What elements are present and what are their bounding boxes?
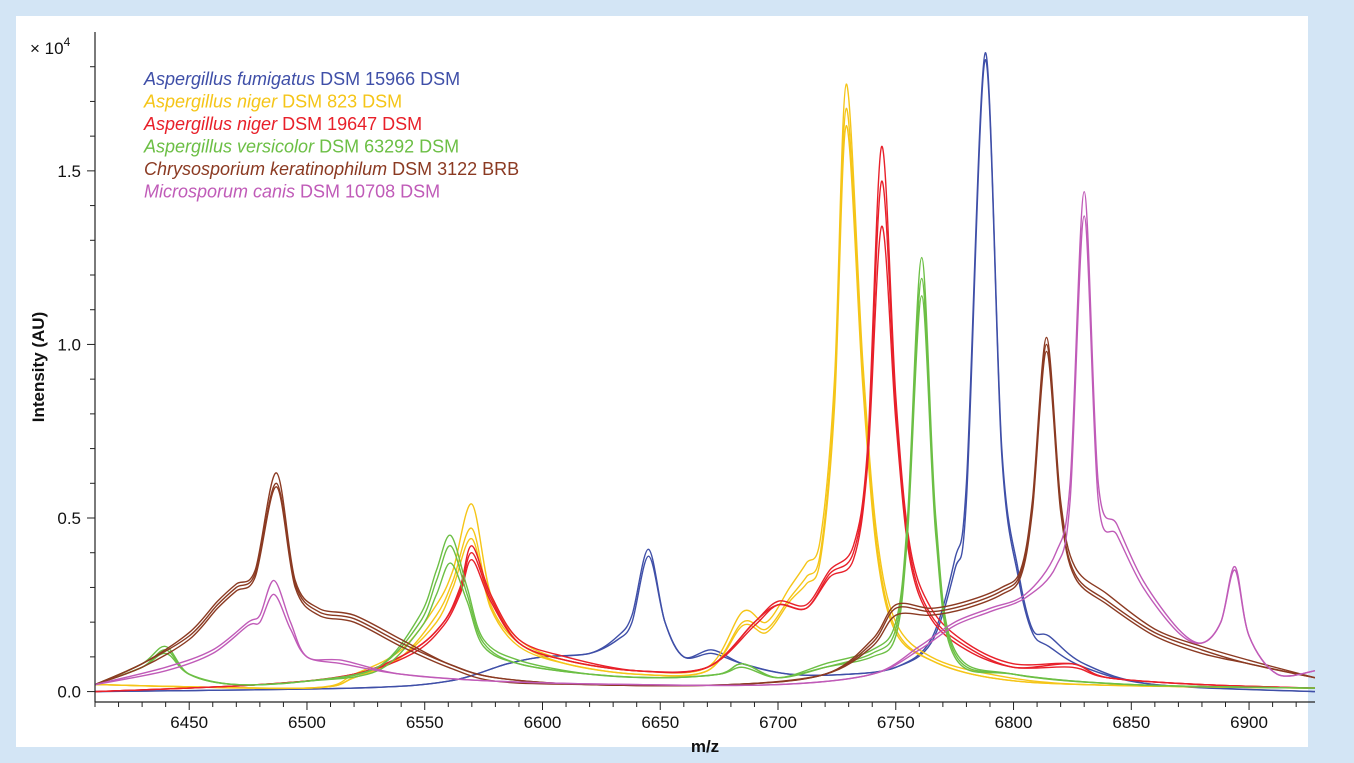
x-tick-label: 6650 — [641, 713, 679, 732]
series-layer — [95, 52, 1315, 693]
y-tick-label: 0.0 — [57, 683, 81, 702]
legend-species: Aspergillus niger — [143, 114, 278, 134]
x-tick-label: 6900 — [1230, 713, 1268, 732]
legend-entry: Aspergillus niger DSM 823 DSM — [143, 92, 402, 112]
series-2-trace-3 — [95, 124, 1315, 689]
series-3 — [95, 145, 1315, 693]
x-tick-label: 6600 — [524, 713, 562, 732]
series-6 — [95, 191, 1315, 687]
legend-species: Aspergillus niger — [143, 92, 278, 112]
series-5-trace-3 — [95, 350, 1315, 687]
series-4 — [95, 256, 1315, 689]
series-6-trace-1 — [95, 191, 1315, 687]
x-tick-label: 6550 — [406, 713, 444, 732]
legend: Aspergillus fumigatus DSM 15966 DSMAsper… — [143, 69, 519, 202]
series-4-trace-3 — [95, 295, 1315, 689]
x-tick-label: 6750 — [877, 713, 915, 732]
legend-species: Aspergillus versicolor — [143, 137, 315, 157]
legend-species: Chrysosporium keratinophilum — [144, 159, 387, 179]
series-5 — [95, 336, 1315, 687]
x-tick-label: 6450 — [170, 713, 208, 732]
x-axis-title: m/z — [691, 737, 719, 756]
legend-species: Aspergillus fumigatus — [143, 69, 315, 89]
legend-entry: Aspergillus versicolor DSM 63292 DSM — [143, 137, 459, 157]
legend-entry: Chrysosporium keratinophilum DSM 3122 BR… — [144, 159, 519, 179]
series-6-trace-2 — [95, 215, 1315, 687]
x-tick-label: 6850 — [1112, 713, 1150, 732]
legend-entry: Aspergillus fumigatus DSM 15966 DSM — [143, 69, 460, 89]
legend-strain: DSM 3122 BRB — [387, 159, 519, 179]
legend-entry: Microsporum canis DSM 10708 DSM — [144, 182, 440, 202]
x-tick-label: 6500 — [288, 713, 326, 732]
series-3-trace-3 — [95, 225, 1315, 693]
x-tick-label: 6800 — [995, 713, 1033, 732]
y-tick-label: 1.5 — [57, 162, 81, 181]
y-multiplier-label: × 104 — [30, 35, 71, 58]
y-axis-title: Intensity (AU) — [29, 312, 48, 423]
legend-species: Microsporum canis — [144, 182, 295, 202]
legend-strain: DSM 19647 DSM — [277, 114, 422, 134]
y-tick-label: 0.5 — [57, 509, 81, 528]
legend-strain: DSM 10708 DSM — [295, 182, 440, 202]
axes-layer: 6450 6500 6550 6600 6650 6700 6750 6800 6850 6900… — [29, 32, 1315, 756]
legend-entry: Aspergillus niger DSM 19647 DSM — [143, 114, 422, 134]
legend-strain: DSM 15966 DSM — [315, 69, 460, 89]
y-tick-label: 1.0 — [57, 335, 81, 354]
x-tick-label: 6700 — [759, 713, 797, 732]
legend-strain: DSM 823 DSM — [277, 92, 402, 112]
legend-strain: DSM 63292 DSM — [314, 137, 459, 157]
